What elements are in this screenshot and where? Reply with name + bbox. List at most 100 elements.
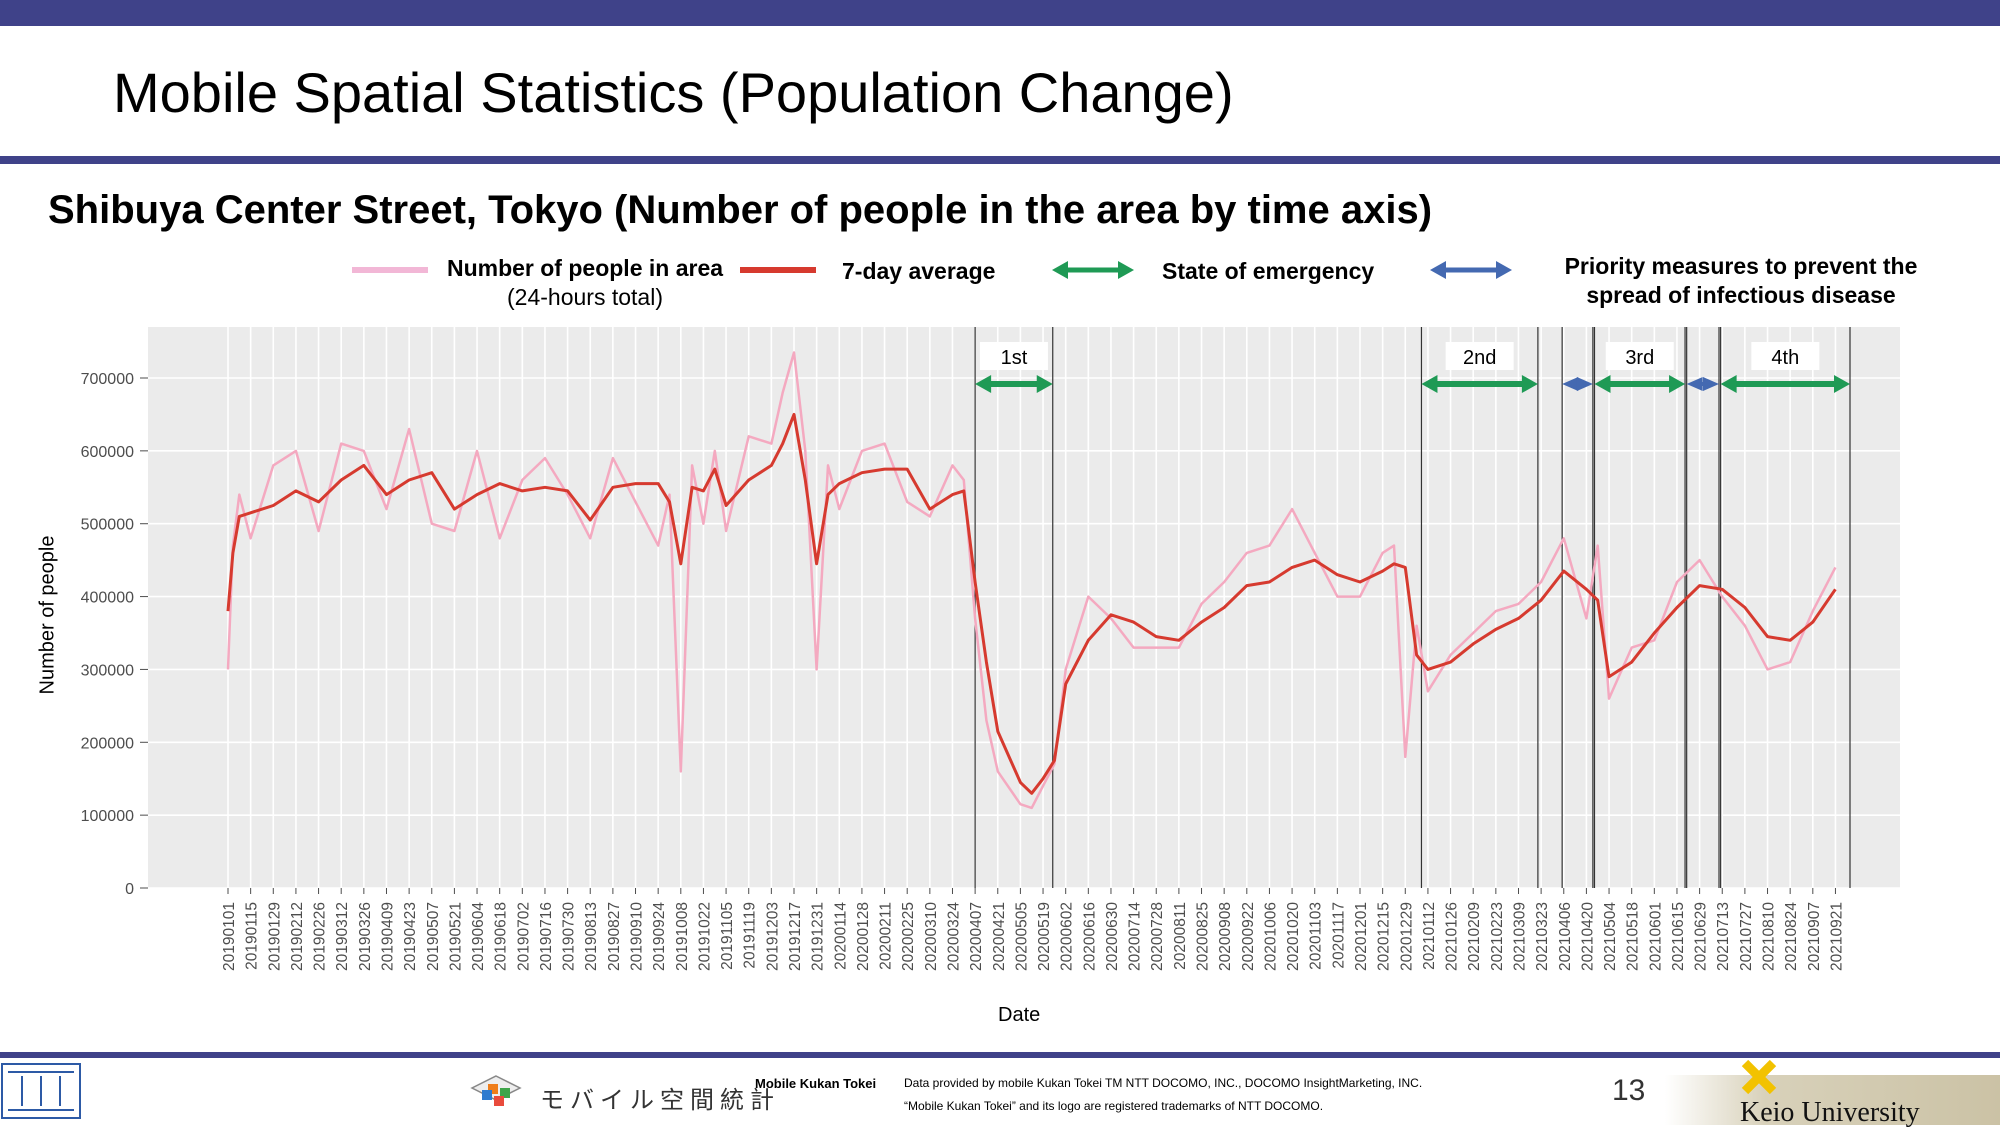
x-tick-label: 20201020 [1285,902,1302,971]
period-label: 1st [1001,347,1028,369]
x-tick-label: 20201215 [1376,902,1393,971]
legend-daily-label: Number of people in area [440,255,730,282]
x-tick-label: 20210907 [1806,902,1823,971]
x-tick-label: 20210727 [1738,902,1755,971]
university-crest-icon [1,1063,81,1119]
university-name: Keio University [1740,1097,1920,1128]
period-label: 3rd [1625,347,1654,369]
x-tick-label: 20200630 [1104,902,1121,971]
x-tick-label: 20200519 [1036,902,1053,971]
y-axis-title: Number of people [36,535,59,695]
x-tick-label: 20190129 [266,902,283,971]
x-tick-label: 20201103 [1308,902,1325,970]
x-tick-label: 20191231 [810,902,827,971]
legend-daily-label-line1: Number of people in area [446,255,724,281]
x-tick-label: 20191119 [742,902,759,969]
x-tick-label: 20210406 [1557,902,1574,971]
period-arrow-head-left [975,375,992,393]
x-tick-label: 20190604 [470,902,487,971]
header-bar [0,0,2000,26]
pen-crest-icon [1741,1059,1777,1095]
legend-avg-swatch [740,267,816,273]
x-tick-label: 20210615 [1670,902,1687,971]
period-arrow-head-left [1686,377,1703,391]
x-tick-label: 20190618 [493,902,510,971]
x-tick-label: 20190924 [651,902,668,971]
period-label: 4th [1771,347,1799,369]
legend-daily-swatch [352,267,428,273]
x-tick-label: 20190730 [561,902,578,971]
x-tick-label: 20210713 [1715,902,1732,971]
x-tick-label: 20200128 [855,902,872,971]
x-tick-label: 20191022 [696,902,713,971]
x-tick-label: 20190226 [312,902,329,971]
x-tick-label: 20201117 [1330,902,1347,969]
x-tick-label: 20210824 [1783,902,1800,971]
legend-priority-label-2: spread of infectious disease [1586,282,1896,308]
y-tick-label: 100000 [81,808,134,825]
x-tick-label: 20190326 [357,902,374,971]
y-tick-label: 400000 [81,590,134,607]
x-tick-label: 20200825 [1195,902,1212,971]
x-tick-label: 20191105 [719,902,736,970]
x-tick-label: 20190409 [379,902,396,971]
footer-divider [0,1052,2000,1058]
x-tick-label: 20191203 [764,902,781,971]
y-tick-label: 300000 [81,662,134,679]
y-tick-label: 200000 [81,735,134,752]
data-credit-line-1: Data provided by mobile Kukan Tokei TM N… [904,1076,1423,1090]
x-tick-label: 20210223 [1489,902,1506,971]
x-tick-label: 20210629 [1693,902,1710,971]
x-tick-label: 20200211 [878,902,895,970]
legend-priority-label-1: Priority measures to prevent the [1564,253,1918,279]
x-tick-label: 20190115 [244,902,261,970]
x-tick-label: 20200728 [1149,902,1166,971]
x-tick-label: 20191217 [787,902,804,971]
period-arrow-head-left [1720,375,1737,393]
x-tick-label: 20210420 [1579,902,1596,971]
x-tick-label: 20200225 [900,902,917,971]
x-tick-label: 20200114 [832,902,849,970]
period-arrow-head-right [1703,377,1720,391]
x-tick-label: 20200922 [1240,902,1257,971]
data-credit-line-2: “Mobile Kukan Tokei” and its logo are re… [904,1099,1324,1113]
x-tick-label: 20200602 [1059,902,1076,971]
x-tick-label: 20190312 [334,902,351,971]
x-tick-label: 20200505 [1013,902,1030,971]
x-tick-label: 20210518 [1625,902,1642,971]
period-label: 2nd [1463,347,1496,369]
x-tick-label: 20200908 [1217,902,1234,971]
x-tick-label: 20210323 [1534,902,1551,971]
x-tick-label: 20201006 [1262,902,1279,971]
x-tick-label: 20210601 [1647,902,1664,971]
period-arrow-head-right [1521,375,1538,393]
period-label-box [1605,342,1674,370]
period-arrow-head-left [1562,377,1579,391]
x-tick-label: 20210309 [1511,902,1528,971]
title-divider [0,156,2000,164]
x-tick-label: 20200811 [1172,902,1189,970]
x-tick-label: 20200407 [968,902,985,971]
y-tick-label: 500000 [81,517,134,534]
x-tick-label: 20190813 [583,902,600,971]
period-arrow-head-right [1036,375,1053,393]
x-tick-label: 20190507 [425,902,442,971]
mobile-kukan-tokei-logo-icon [470,1075,522,1106]
period-label-box [1445,342,1514,370]
x-tick-label: 20190212 [289,902,306,971]
period-arrow-head-right [1669,375,1686,393]
x-tick-label: 20190716 [538,902,555,971]
avg-series-line [226,412,1837,795]
x-tick-label: 20200310 [923,902,940,971]
brand-english-name: Mobile Kukan Tokei [755,1076,877,1091]
x-tick-label: 20200421 [991,902,1008,971]
legend-daily-sublabel: (24-hours total) [507,284,663,310]
x-tick-label: 20190702 [515,902,532,971]
x-tick-label: 20210504 [1602,902,1619,971]
y-tick-label: 600000 [81,444,134,461]
page-number: 13 [1612,1074,1646,1107]
period-label-box [1751,342,1820,370]
legend-avg-label: 7-day average [842,258,996,284]
x-tick-label: 20190423 [402,902,419,971]
